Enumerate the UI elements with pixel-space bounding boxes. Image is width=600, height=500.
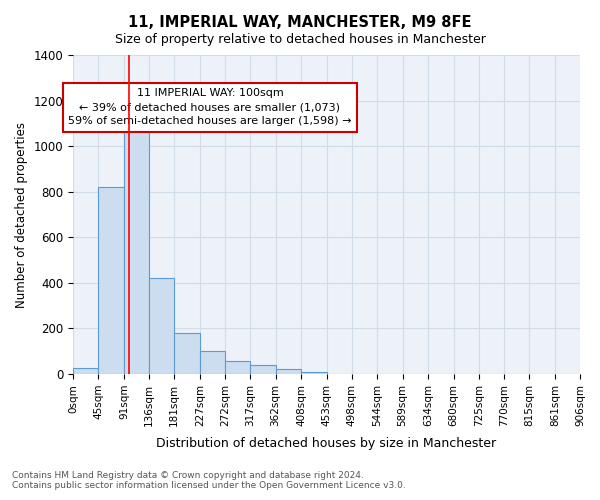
Text: 11 IMPERIAL WAY: 100sqm
← 39% of detached houses are smaller (1,073)
59% of semi: 11 IMPERIAL WAY: 100sqm ← 39% of detache… [68,88,352,126]
Bar [200,352,225,374]
Text: Size of property relative to detached houses in Manchester: Size of property relative to detached ho… [115,32,485,46]
Bar [250,365,275,374]
X-axis label: Distribution of detached houses by size in Manchester: Distribution of detached houses by size … [157,437,497,450]
Bar [98,187,124,374]
Y-axis label: Number of detached properties: Number of detached properties [15,122,28,308]
Bar [225,361,250,374]
Bar [301,372,326,374]
Text: 11, IMPERIAL WAY, MANCHESTER, M9 8FE: 11, IMPERIAL WAY, MANCHESTER, M9 8FE [128,15,472,30]
Bar [124,129,149,374]
Bar [175,333,200,374]
Bar [73,368,98,374]
Text: Contains HM Land Registry data © Crown copyright and database right 2024.
Contai: Contains HM Land Registry data © Crown c… [12,470,406,490]
Bar [275,370,301,374]
Bar [149,278,175,374]
